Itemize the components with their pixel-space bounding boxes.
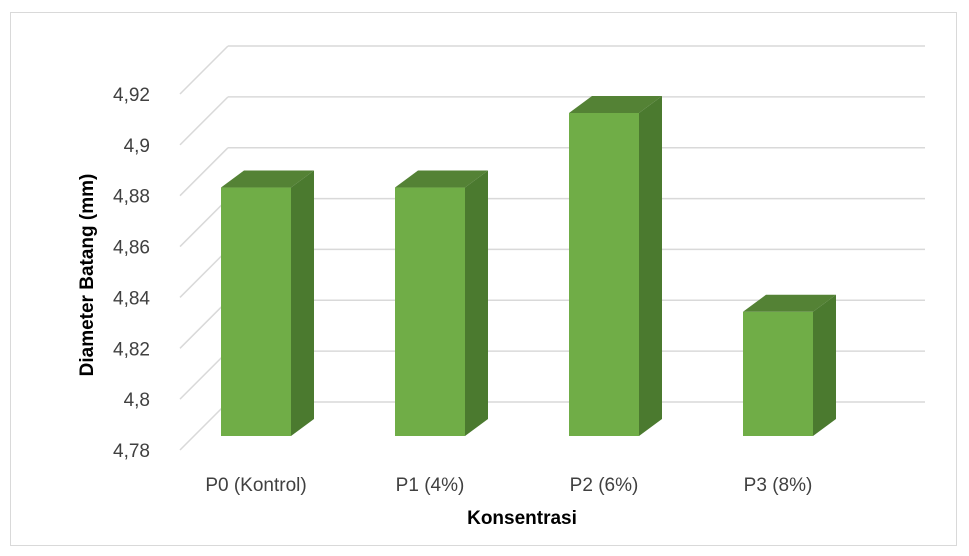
bar-top — [221, 170, 314, 188]
y-tick-label: 4,84 — [113, 288, 150, 309]
bar-side — [639, 96, 662, 436]
gridline-side — [179, 401, 229, 451]
gridline-side — [179, 96, 229, 146]
x-axis-title: Konsentrasi — [467, 508, 577, 529]
y-tick-label: 4,92 — [113, 85, 150, 106]
gridline-side — [179, 350, 229, 400]
gridline-side — [179, 299, 229, 349]
gridline-side — [179, 248, 229, 298]
y-tick-label: 4,86 — [113, 238, 150, 259]
bar-top — [395, 170, 488, 188]
bar-front — [569, 113, 639, 436]
bar-top — [743, 294, 836, 312]
y-tick-label: 4,78 — [113, 441, 150, 462]
y-tick-label: 4,88 — [113, 187, 150, 208]
bars — [221, 96, 836, 437]
x-tick-label: P0 (Kontrol) — [205, 475, 306, 496]
bar-side — [291, 170, 314, 437]
y-axis-ticks: 4,78 4,8 4,82 4,84 4,86 4,88 4,9 4,92 — [113, 85, 150, 462]
bar-side — [813, 294, 836, 436]
gridline-side — [179, 147, 229, 197]
x-tick-label: P3 (8%) — [744, 475, 813, 496]
x-axis-ticks: P0 (Kontrol) P1 (4%) P2 (6%) P3 (8%) — [205, 475, 812, 496]
y-tick-label: 4,9 — [124, 136, 150, 157]
bar-front — [395, 187, 465, 436]
gridline-side — [179, 198, 229, 248]
y-tick-label: 4,82 — [113, 339, 150, 360]
gridline-side — [179, 45, 229, 95]
y-tick-label: 4,8 — [124, 390, 150, 411]
bar-front — [221, 187, 291, 436]
bar-side — [465, 170, 488, 437]
x-tick-label: P1 (4%) — [396, 475, 465, 496]
x-tick-label: P2 (6%) — [570, 475, 639, 496]
bar-front — [743, 311, 813, 436]
y-axis-title: Diameter Batang (mm) — [77, 174, 98, 377]
bar-top — [569, 96, 662, 113]
